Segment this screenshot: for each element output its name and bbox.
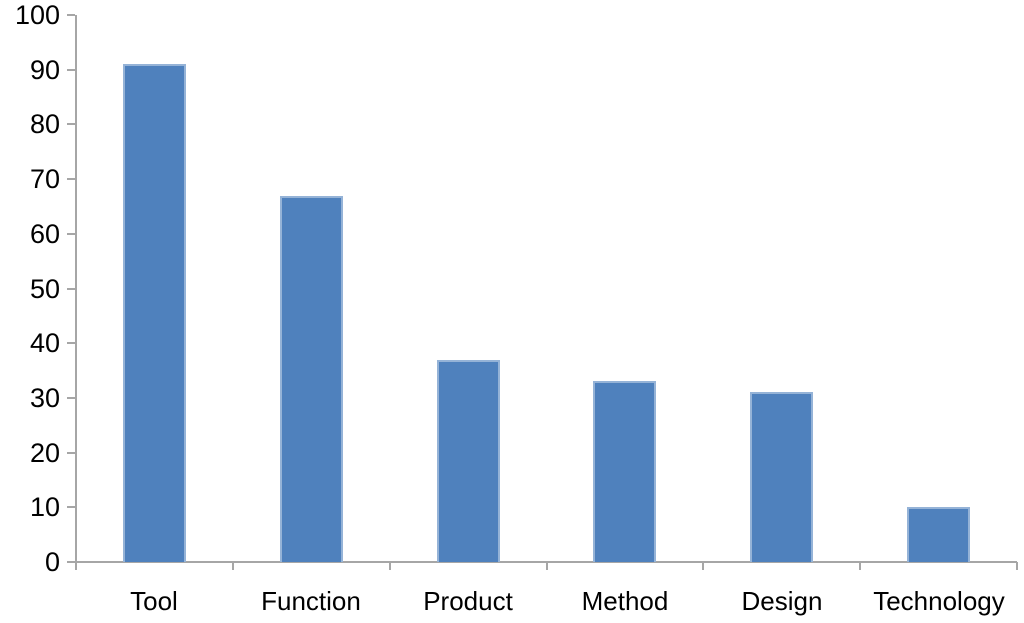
y-tick-label: 40 [29,328,60,359]
y-axis-line [75,15,77,570]
y-tick-label: 30 [29,382,60,413]
bar-design [750,392,813,562]
y-axis-tick [67,506,75,509]
x-category-label: Product [423,586,513,616]
y-axis-tick [67,14,75,16]
x-axis-tick [859,562,862,570]
bar-technology [907,507,970,562]
y-tick-label: 100 [14,0,60,30]
bar-product [437,360,500,562]
y-axis-tick [67,451,75,454]
y-axis-tick [67,342,75,345]
y-axis-tick [67,123,75,126]
x-category-label: Tool [130,586,178,616]
y-tick-label: 70 [29,164,60,195]
y-tick-label: 10 [29,492,60,523]
y-axis-tick [67,178,75,181]
y-tick-label: 50 [29,273,60,304]
bar-method [593,381,656,562]
y-tick-label: 80 [29,109,60,140]
x-axis-tick [702,562,705,570]
y-tick-label: 20 [29,437,60,468]
x-category-label: Technology [873,586,1005,616]
y-axis-tick [67,68,75,71]
y-axis-tick [67,287,75,290]
y-tick-label: 60 [29,218,60,249]
y-tick-label: 0 [44,547,60,577]
x-axis-tick [545,562,548,570]
y-tick-label: 90 [29,54,60,85]
y-axis-tick [67,232,75,235]
x-category-label: Design [741,586,823,616]
x-category-label: Function [261,586,361,616]
x-axis-tick [388,562,391,570]
bar-function [280,196,343,562]
x-axis-tick [1016,562,1018,570]
y-axis-tick [67,561,75,563]
y-axis-tick [67,396,75,399]
bar-tool [123,64,186,562]
x-category-label: Method [581,586,669,616]
x-axis-tick [231,562,234,570]
